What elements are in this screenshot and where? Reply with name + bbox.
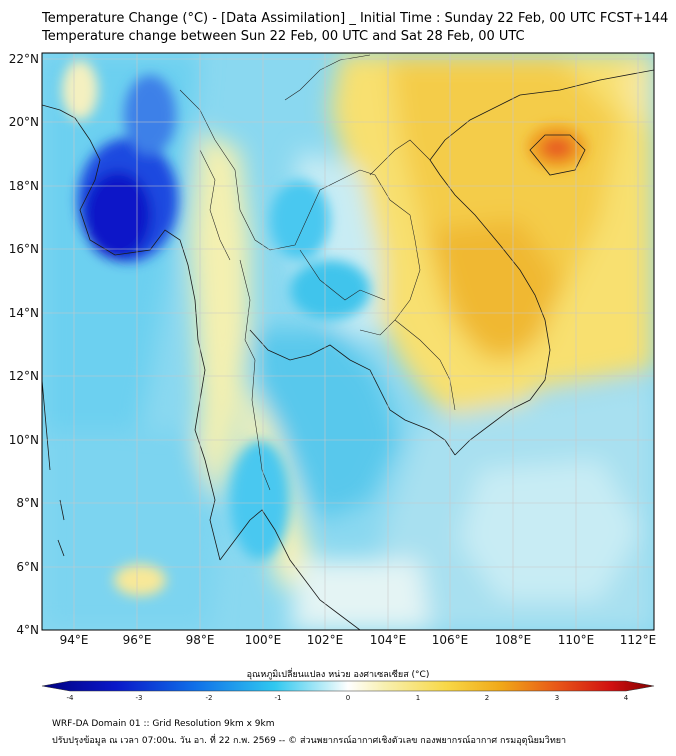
colorbar-tick: -2 [206, 694, 213, 702]
footer-credit: ปรับปรุงข้อมูล ณ เวลา 07:00น. วัน อา. ที… [52, 736, 567, 746]
coastlines [42, 69, 654, 630]
lat-label: 6°N [16, 560, 39, 574]
graticule [42, 53, 654, 630]
lon-label: 112°E [620, 633, 657, 647]
lat-label: 20°N [9, 115, 39, 129]
map-frame [41, 52, 655, 631]
lon-label: 96°E [123, 633, 152, 647]
colorbar-tick: 1 [416, 694, 420, 702]
lon-label: 110°E [558, 633, 595, 647]
lat-label: 16°N [9, 242, 39, 256]
colorbar-tick: 3 [555, 694, 559, 702]
map-subtitle: Temperature change between Sun 22 Feb, 0… [42, 29, 525, 44]
map-title: Temperature Change (°C) - [Data Assimila… [42, 11, 669, 26]
lon-label: 98°E [186, 633, 215, 647]
lat-label: 14°N [9, 306, 39, 320]
lat-label: 18°N [9, 179, 39, 193]
lon-label: 94°E [60, 633, 89, 647]
lat-label: 12°N [9, 369, 39, 383]
colorbar-tick: 2 [485, 694, 489, 702]
colorbar-title: อุณหภูมิเปลี่ยนแปลง หน่วย องศาเซลเซียส (… [246, 670, 430, 680]
borders [179, 54, 456, 491]
lat-label: 10°N [9, 433, 39, 447]
footer-resolution: WRF-DA Domain 01 :: Grid Resolution 9km … [52, 719, 275, 729]
colorbar-tick: -1 [275, 694, 282, 702]
lon-label: 108°E [495, 633, 532, 647]
colorbar-tick: 0 [346, 694, 350, 702]
lon-label: 104°E [370, 633, 407, 647]
lon-label: 100°E [245, 633, 282, 647]
lat-label: 22°N [9, 52, 39, 66]
lon-label: 106°E [432, 633, 469, 647]
colorbar-tick: -3 [136, 694, 143, 702]
lat-label: 4°N [16, 623, 39, 637]
temperature-field [42, 53, 654, 630]
colorbar-tick: 4 [624, 694, 629, 702]
lat-label: 8°N [16, 496, 39, 510]
colorbar-tick: -4 [67, 694, 75, 702]
lon-label: 102°E [307, 633, 344, 647]
colorbar: -4 -3 -2 -1 0 1 2 3 4 [41, 680, 655, 702]
